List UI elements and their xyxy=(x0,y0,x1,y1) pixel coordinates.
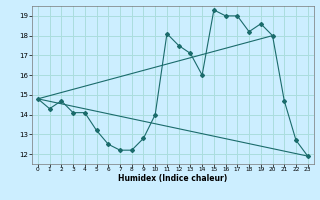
X-axis label: Humidex (Indice chaleur): Humidex (Indice chaleur) xyxy=(118,174,228,183)
